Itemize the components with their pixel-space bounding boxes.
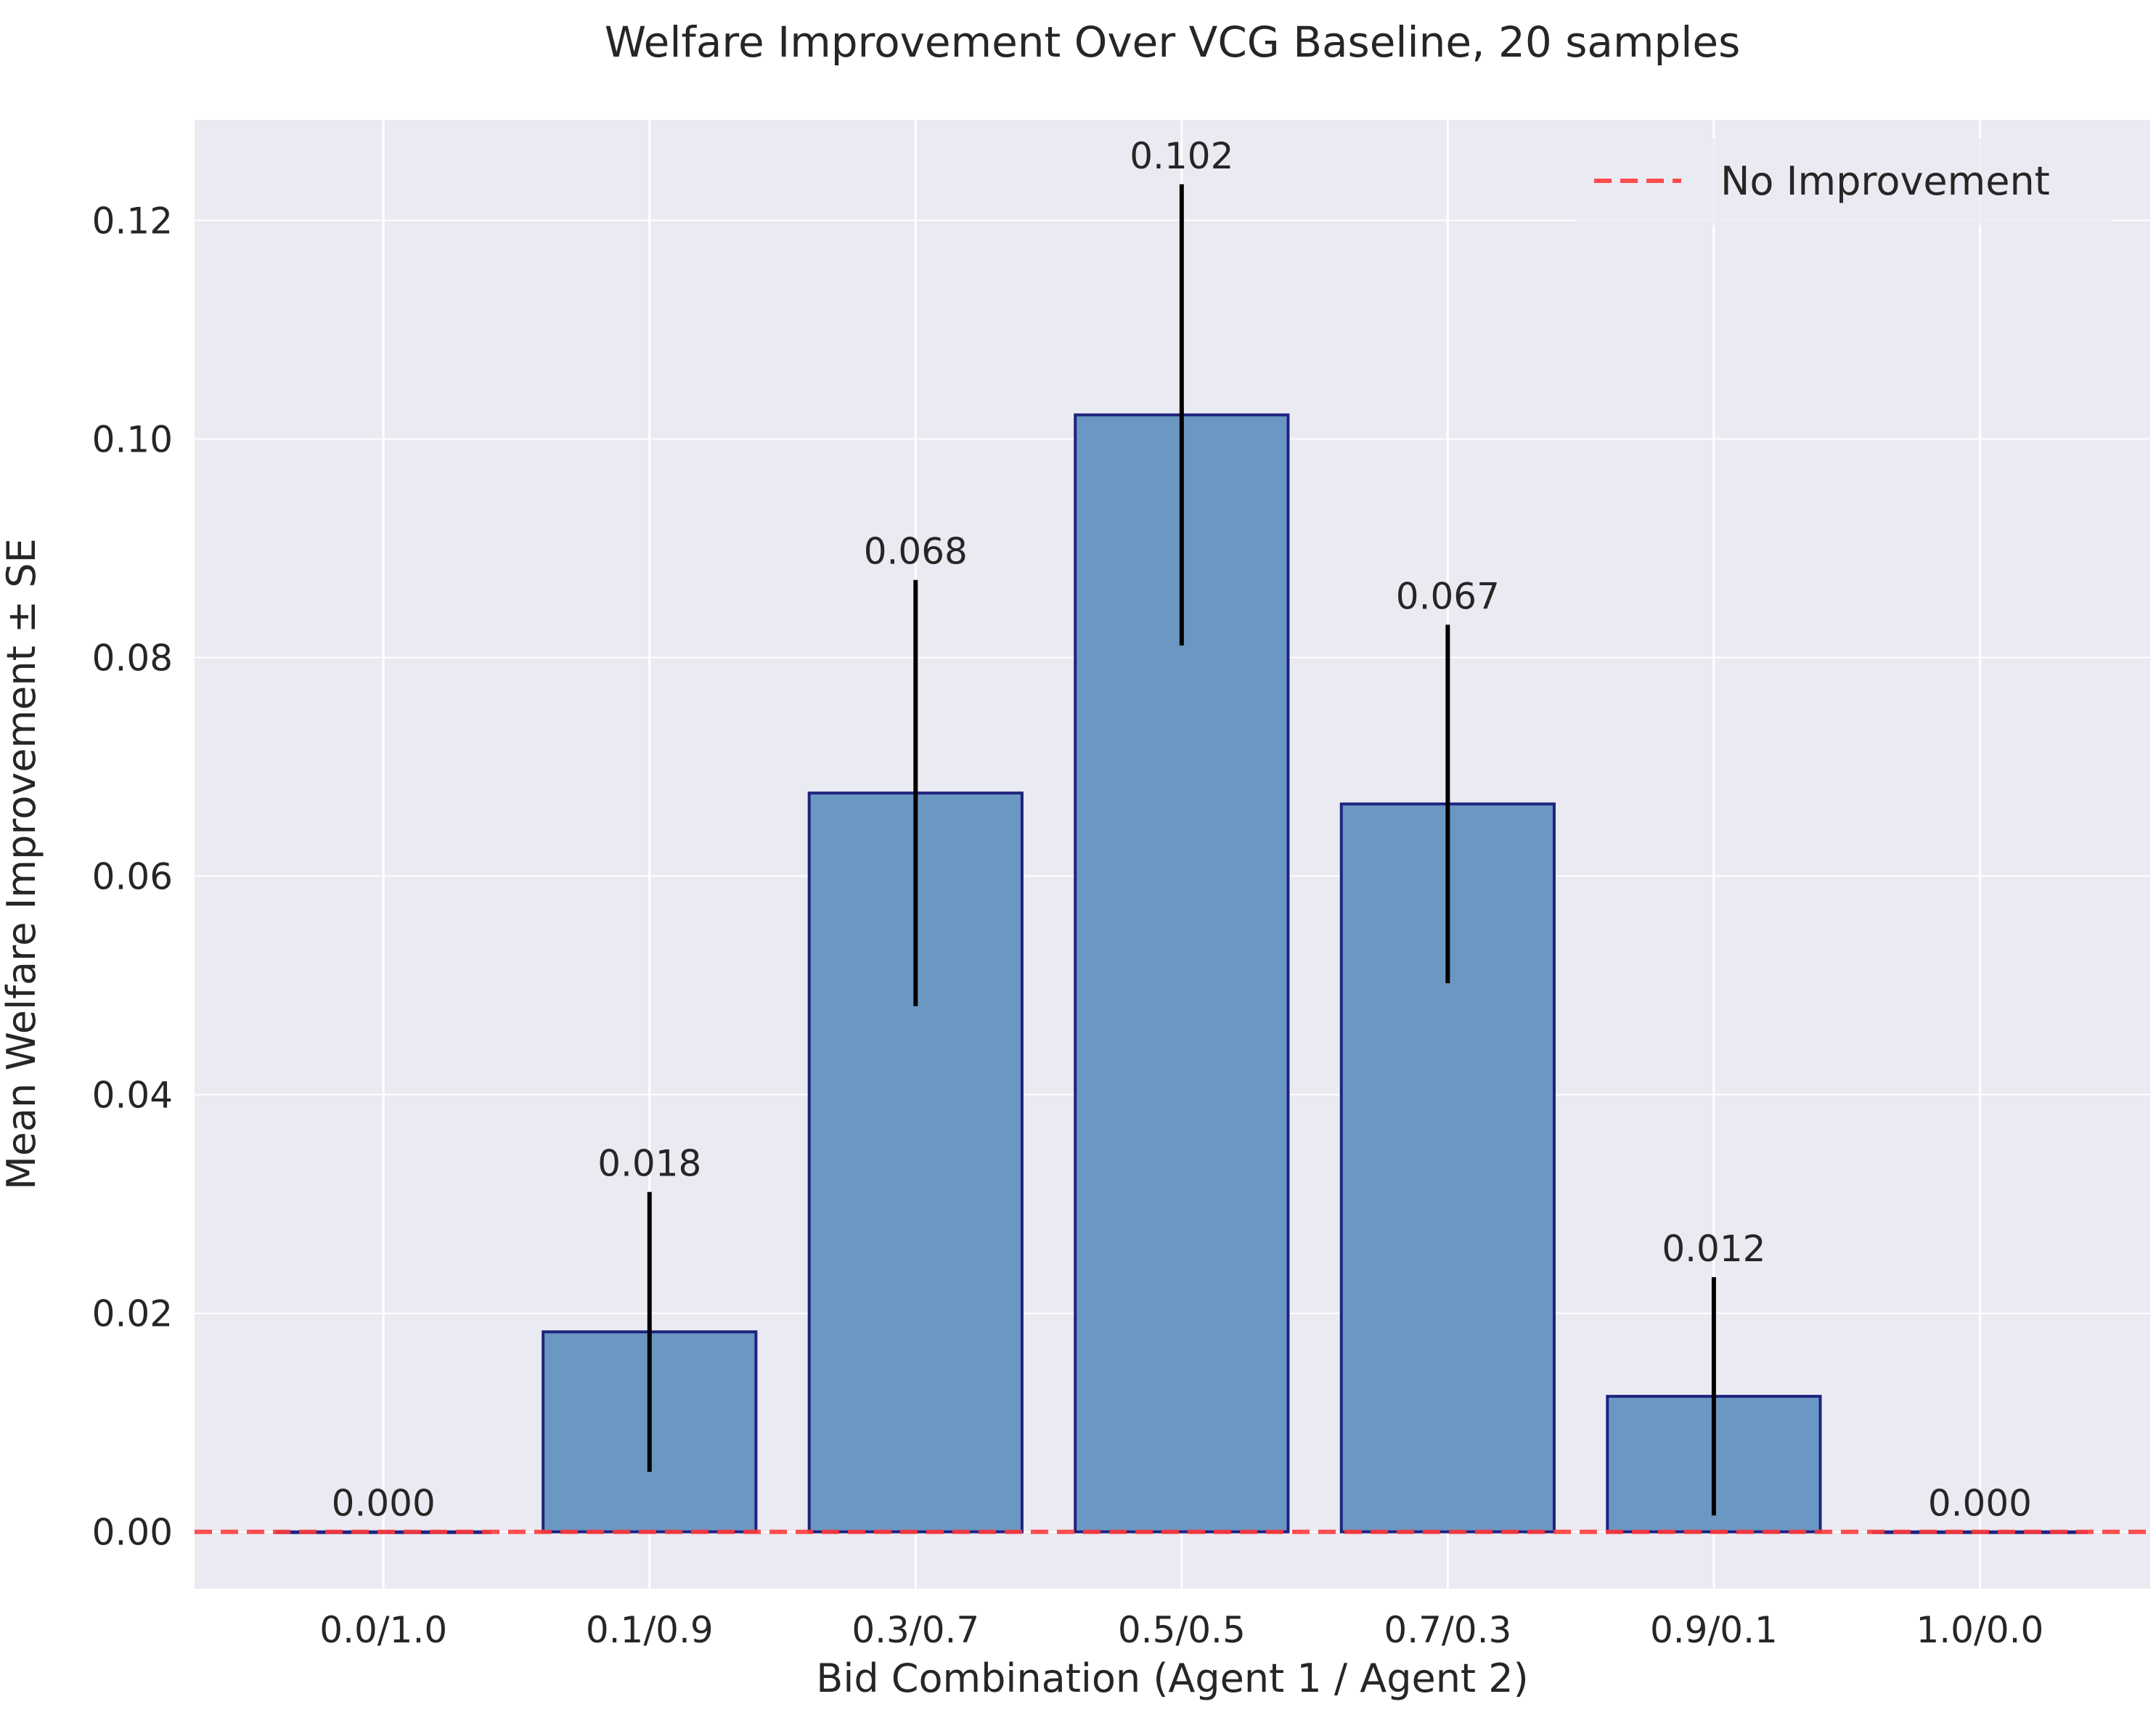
y-tick-label: 0.04 <box>92 1075 173 1117</box>
x-tick-label: 0.0/1.0 <box>319 1609 447 1651</box>
bar <box>1339 802 1556 1533</box>
data-label: 0.102 <box>1130 135 1233 177</box>
chart-title: Welfare Improvement Over VCG Baseline, 2… <box>605 17 1741 67</box>
legend-box <box>1575 138 2112 225</box>
y-axis-label: Mean Welfare Improvement ± SE <box>0 538 44 1190</box>
y-tick-label: 0.12 <box>92 200 173 242</box>
x-axis-label: Bid Combination (Agent 1 / Agent 2) <box>816 1655 1528 1701</box>
x-tick-labels: 0.0/1.0 0.1/0.9 0.3/0.7 0.5/0.5 0.7/0.3 0.9/0… <box>319 1609 2043 1651</box>
y-tick-label: 0.08 <box>92 638 173 680</box>
data-label: 0.018 <box>597 1143 701 1185</box>
x-tick-label: 0.9/0.1 <box>1650 1609 1778 1651</box>
data-labels: 0.000 0.018 0.068 0.102 0.067 0.012 0.000 <box>332 135 2032 1525</box>
data-label: 0.067 <box>1396 575 1500 617</box>
y-tick-label: 0.02 <box>92 1293 173 1335</box>
x-tick-label: 0.5/0.5 <box>1118 1609 1246 1651</box>
y-tick-labels: 0.00 0.02 0.04 0.06 0.08 0.10 0.12 <box>92 200 173 1553</box>
x-tick-label: 1.0/0.0 <box>1916 1609 2043 1651</box>
x-tick-label: 0.1/0.9 <box>586 1609 714 1651</box>
data-label: 0.000 <box>1928 1483 2032 1525</box>
x-tick-label: 0.3/0.7 <box>852 1609 979 1651</box>
y-tick-label: 0.10 <box>92 419 173 461</box>
x-tick-label: 0.7/0.3 <box>1384 1609 1511 1651</box>
error-bars <box>647 184 1716 1516</box>
y-tick-label: 0.06 <box>92 856 173 898</box>
legend: No Improvement <box>1575 138 2112 225</box>
data-label: 0.012 <box>1662 1228 1765 1270</box>
data-label: 0.000 <box>332 1483 436 1525</box>
legend-label: No Improvement <box>1720 158 2050 204</box>
data-label: 0.068 <box>864 531 968 573</box>
y-tick-label: 0.00 <box>92 1512 173 1554</box>
